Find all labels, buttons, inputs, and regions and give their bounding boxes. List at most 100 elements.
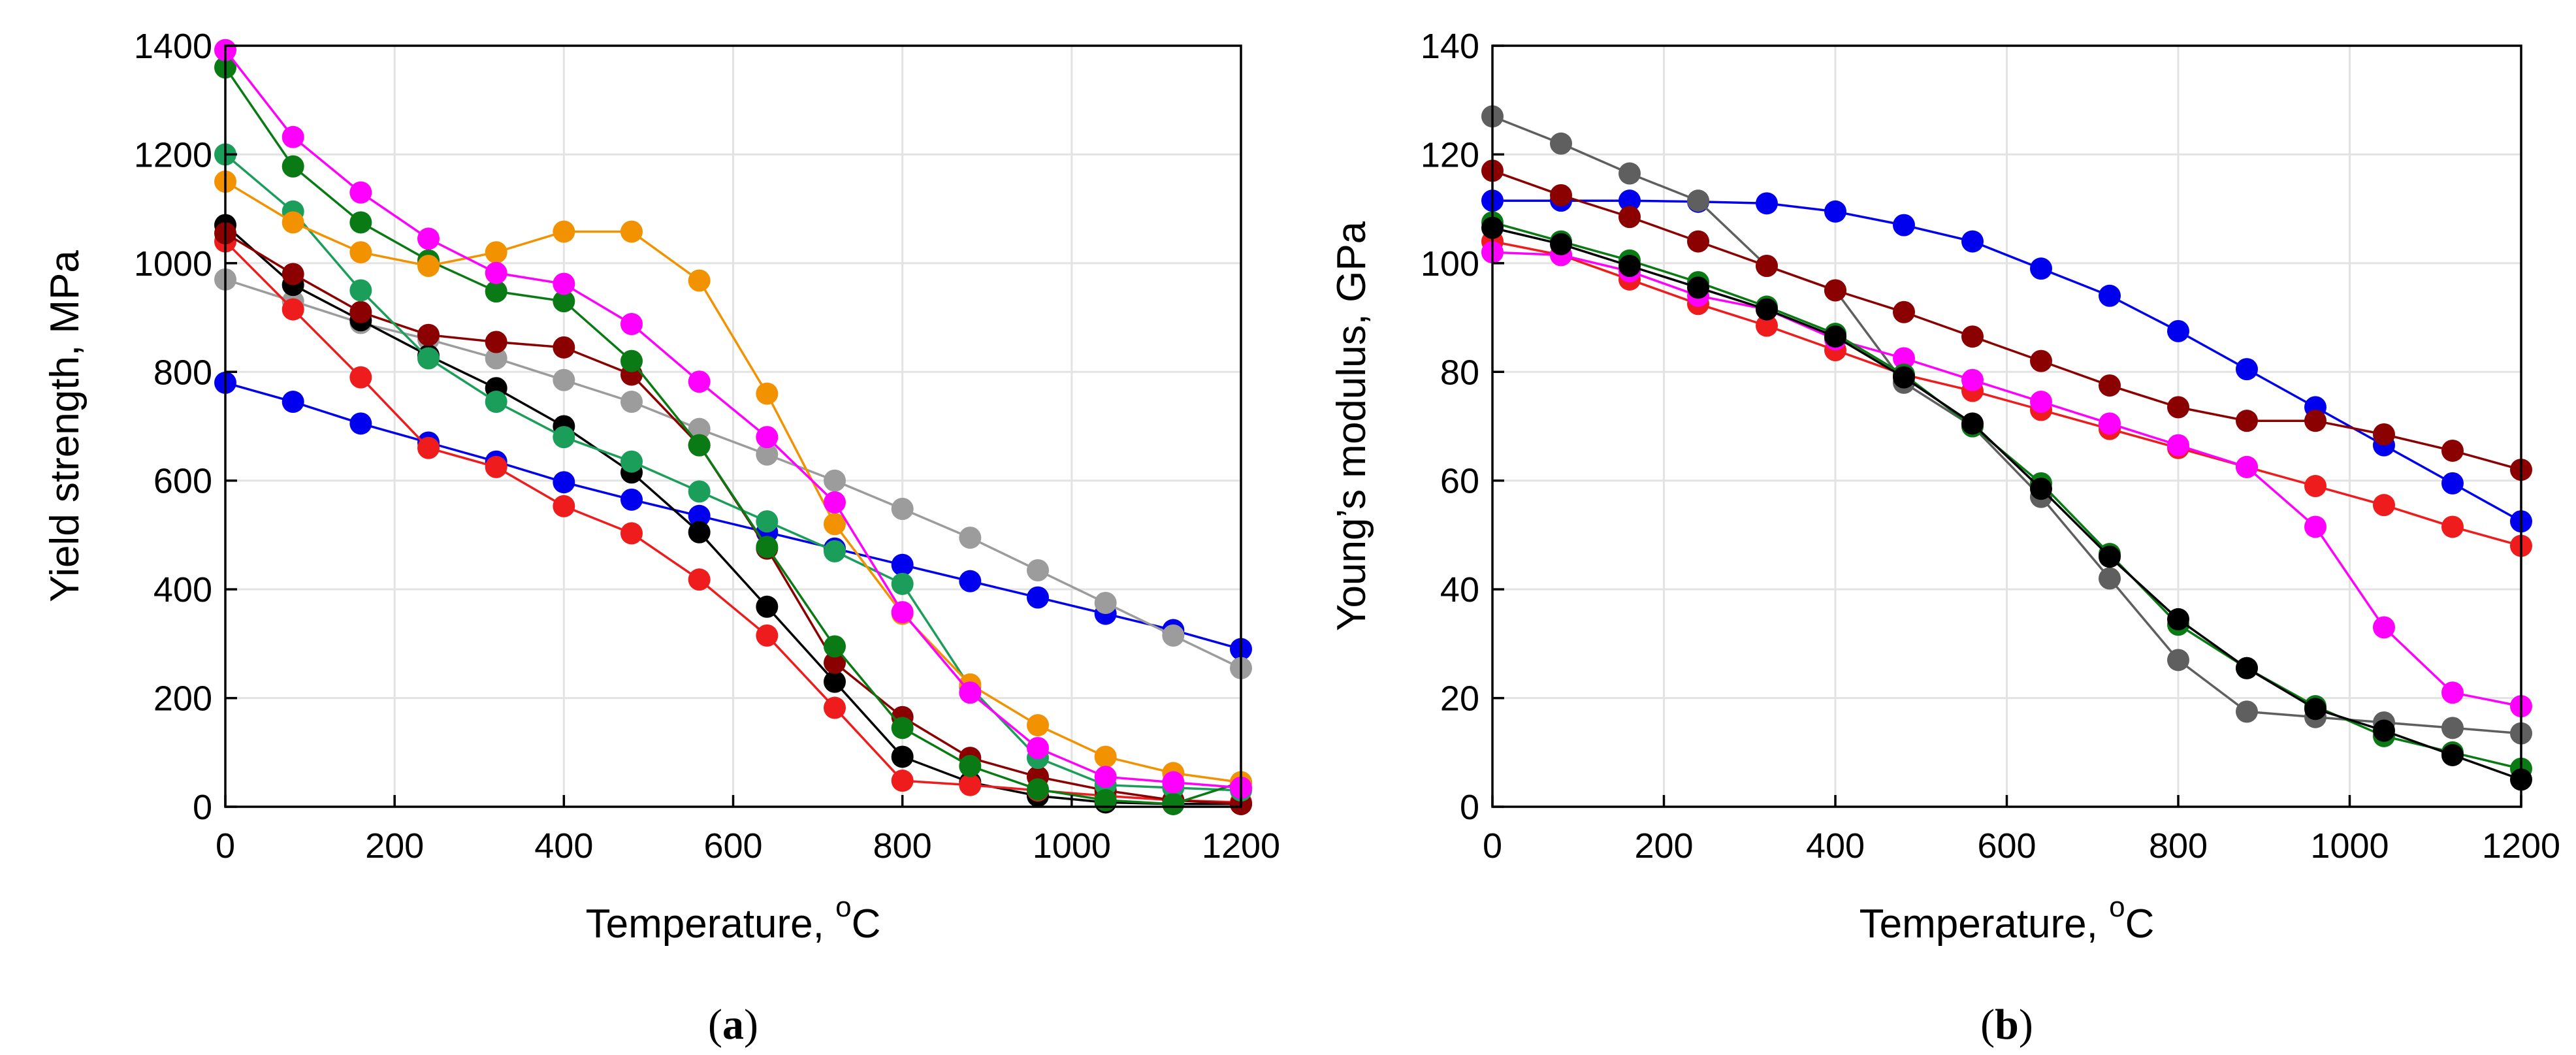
- y-tick-label: 1400: [134, 27, 212, 66]
- data-point: [959, 773, 982, 796]
- y-tick-label: 800: [153, 353, 212, 392]
- data-point: [1162, 771, 1185, 794]
- data-point: [2167, 319, 2189, 342]
- data-point: [2441, 717, 2464, 739]
- data-point: [349, 412, 372, 435]
- data-point: [2099, 374, 2121, 397]
- data-point: [282, 125, 304, 148]
- data-point: [688, 370, 711, 393]
- data-point: [620, 220, 643, 243]
- data-point: [485, 261, 507, 284]
- y-tick-label: 140: [1421, 27, 1479, 66]
- data-point: [1687, 189, 1709, 212]
- data-point: [756, 443, 779, 466]
- data-point: [553, 336, 575, 359]
- data-point: [756, 426, 779, 449]
- data-point: [417, 347, 440, 370]
- data-point: [1618, 162, 1641, 185]
- data-point: [1618, 255, 1641, 278]
- y-axis-title: Yield strength, MPa: [42, 250, 88, 602]
- x-tick-label: 600: [1977, 826, 2036, 866]
- x-axis-title: Temperature, oC: [1860, 891, 2155, 947]
- data-point: [688, 434, 711, 457]
- y-tick-label: 40: [1440, 570, 1479, 609]
- panel-label-letter: a: [722, 1001, 744, 1048]
- data-point: [1094, 745, 1117, 768]
- data-point: [1756, 314, 1778, 337]
- data-point: [2441, 743, 2464, 766]
- data-point: [756, 510, 779, 533]
- data-point: [1961, 230, 1984, 253]
- data-point: [1094, 789, 1117, 812]
- x-tick-label: 200: [1634, 826, 1693, 866]
- data-point: [553, 426, 575, 449]
- x-tick-label: 1200: [2482, 826, 2560, 866]
- data-point: [349, 211, 372, 234]
- data-point: [2304, 410, 2326, 432]
- data-point: [485, 331, 507, 353]
- data-point: [553, 220, 575, 243]
- data-point: [2099, 412, 2121, 435]
- data-point: [688, 269, 711, 292]
- data-point: [349, 366, 372, 389]
- data-point: [1893, 300, 1915, 323]
- data-point: [688, 521, 711, 544]
- panel-label-close: ): [744, 1001, 758, 1048]
- data-point: [1027, 778, 1049, 801]
- data-point: [959, 570, 982, 592]
- data-point: [485, 391, 507, 414]
- y-tick-label: 600: [153, 462, 212, 501]
- data-point: [620, 349, 643, 372]
- data-point: [2099, 545, 2121, 568]
- panel-label-open: (: [708, 1001, 722, 1048]
- data-point: [1027, 559, 1049, 582]
- data-point: [553, 290, 575, 313]
- data-point: [1824, 279, 1846, 302]
- series-line-dark-green: [224, 67, 1242, 805]
- data-point: [891, 572, 914, 595]
- x-tick-label: 0: [216, 826, 235, 866]
- data-point: [1824, 200, 1846, 223]
- data-point: [620, 313, 643, 336]
- data-point: [2167, 608, 2189, 630]
- series-line-blue: [1492, 199, 2522, 523]
- x-axis-unit: C: [852, 901, 881, 947]
- data-point: [824, 670, 846, 693]
- grid: [224, 44, 1242, 808]
- y-tick-label: 120: [1421, 135, 1479, 174]
- data-point: [959, 681, 982, 704]
- data-point: [2373, 423, 2395, 446]
- data-point: [2441, 515, 2464, 538]
- series-black: [1481, 216, 2532, 791]
- data-point: [485, 280, 507, 303]
- chart-panel-a: 0 200 400 600 800 1000 1200 0 200 400 600 800 1000 12…: [42, 27, 1280, 1048]
- data-point: [1094, 591, 1117, 614]
- data-point: [2373, 719, 2395, 742]
- data-point: [417, 436, 440, 459]
- data-point: [1094, 766, 1117, 788]
- data-point: [1618, 189, 1641, 212]
- data-point: [1961, 325, 1984, 348]
- data-point: [2304, 698, 2326, 721]
- data-point: [1961, 412, 1984, 435]
- data-point: [553, 471, 575, 494]
- y-tick-label: 20: [1440, 679, 1479, 719]
- data-point: [2236, 455, 2258, 478]
- panel-label-close: ): [2019, 1001, 2033, 1048]
- data-point: [891, 770, 914, 792]
- data-point: [2167, 434, 2189, 457]
- data-point: [2373, 494, 2395, 517]
- series-magenta: [214, 39, 1252, 799]
- data-point: [1893, 347, 1915, 370]
- data-point: [553, 272, 575, 295]
- x-tick-label: 800: [2149, 826, 2208, 866]
- data-point: [824, 540, 846, 562]
- y-tick-label: 1000: [134, 244, 212, 284]
- data-point: [2441, 681, 2464, 704]
- panel-label-open: (: [1980, 1001, 1995, 1048]
- data-point: [959, 755, 982, 777]
- data-point: [688, 568, 711, 591]
- series-line-red: [1492, 240, 2522, 547]
- chart-panel-b: 0 200 400 600 800 1000 1200 0 20 40 60 80 100 120 140 Y…: [1329, 27, 2560, 1048]
- series-line-magenta: [1492, 251, 2522, 707]
